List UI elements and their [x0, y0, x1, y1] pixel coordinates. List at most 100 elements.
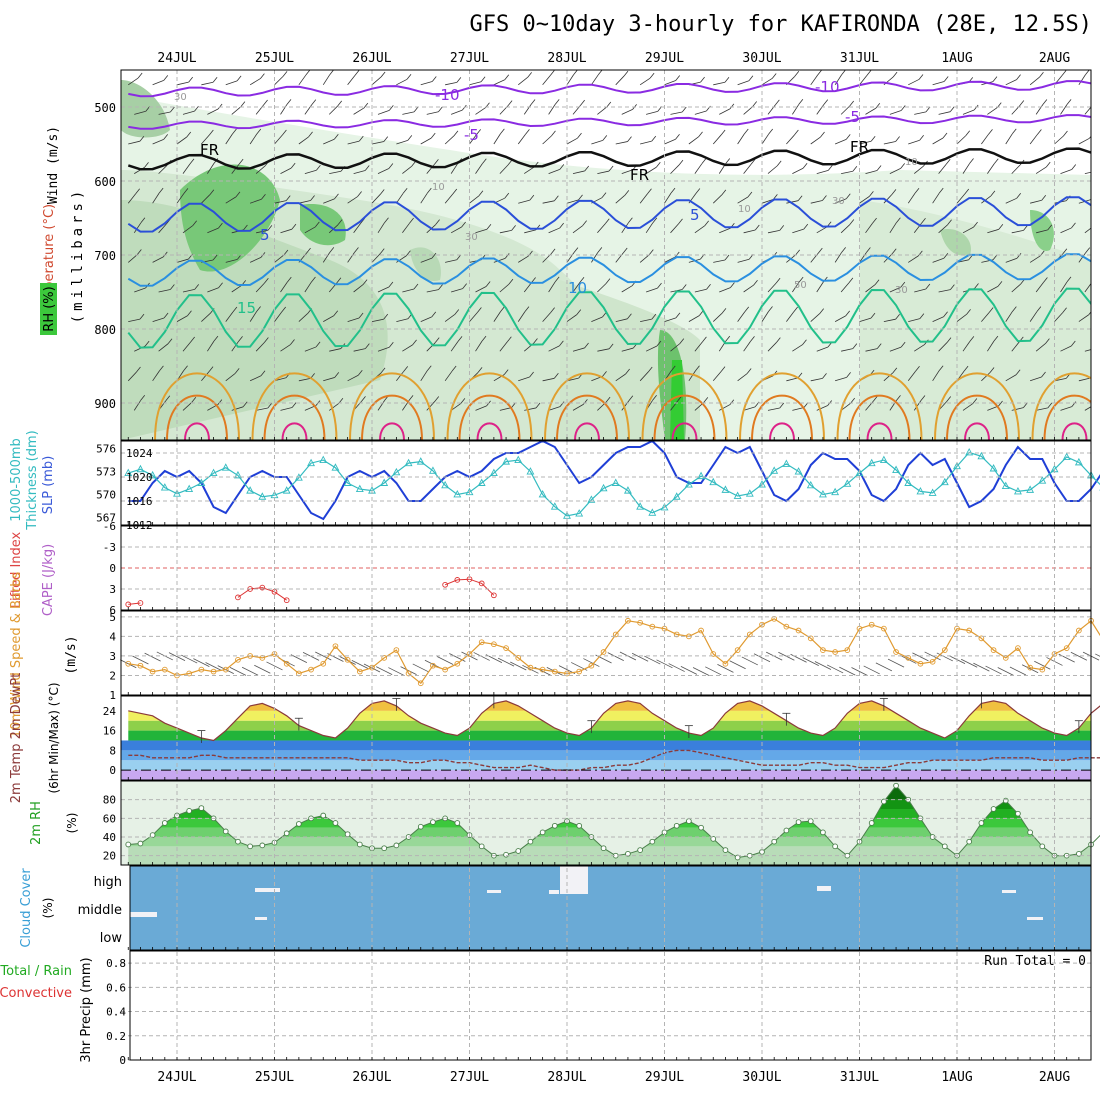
wind-barb	[737, 196, 749, 204]
wind-barb	[457, 336, 463, 342]
rh-contour-label: 10	[905, 157, 918, 168]
wind-barb	[333, 310, 339, 317]
wind-barb	[207, 340, 215, 352]
wind-barb	[511, 225, 516, 231]
wind-barb	[500, 306, 505, 312]
cloud-patch	[549, 890, 559, 894]
wind-barb	[235, 191, 241, 198]
wind-barb-10m	[839, 666, 856, 676]
precip-ylabel: 3hr Precip (mm)	[79, 957, 94, 1062]
date-label-bottom: 25JUL	[255, 1070, 294, 1085]
temp-band	[121, 770, 1091, 780]
wind-barb	[550, 248, 556, 255]
wind-barb	[310, 195, 315, 201]
wind-barb	[816, 346, 829, 352]
wind-barb	[232, 128, 237, 135]
wind-barb	[323, 198, 335, 204]
wind-barb	[591, 74, 599, 86]
date-label-top: 31JUL	[840, 51, 879, 66]
isotherm-loop	[751, 394, 813, 440]
wind-barb	[761, 133, 770, 145]
wind-barb	[892, 71, 898, 78]
wind-barb	[670, 223, 679, 234]
wind-speed-line-point	[588, 662, 595, 669]
wind-barb	[792, 167, 804, 174]
wind-barb-10m	[826, 664, 844, 674]
wind-barb	[267, 225, 273, 231]
rh-contour-label: 30	[832, 196, 845, 207]
isotherm-loop	[544, 372, 630, 440]
wind-barb	[192, 220, 197, 226]
wind-barb	[517, 311, 526, 322]
wind-barb	[304, 346, 317, 352]
wind-barb	[621, 347, 634, 352]
wind-barb	[475, 286, 487, 293]
wind-speed-line-point	[551, 668, 558, 675]
thickness-ylabel: 1000-500mb	[9, 438, 24, 522]
wind-barb	[232, 306, 238, 313]
panel-frame-slp	[120, 440, 1092, 526]
run-total: Run Total = 0	[984, 954, 1086, 969]
wind-barb	[987, 285, 999, 293]
wind-barb	[566, 314, 578, 322]
cloud-patch	[817, 886, 831, 891]
wind-barb	[966, 309, 971, 315]
thickness-line-point	[831, 487, 840, 496]
wind-barb	[848, 277, 854, 284]
rh-line-point	[137, 840, 144, 847]
wind-barb-10m	[400, 666, 417, 675]
wind-barb	[678, 159, 684, 166]
wind-barb	[209, 129, 214, 136]
wind-barb-10m	[193, 658, 210, 667]
wind-barb	[938, 224, 948, 234]
wind-barb	[353, 170, 366, 174]
wind-barb	[133, 222, 142, 234]
wind-barb	[1085, 70, 1090, 75]
wind-speed-line-point	[503, 645, 509, 651]
wind-barb-10m	[705, 666, 722, 676]
wind-barb	[1011, 229, 1024, 234]
thickness-line-point	[818, 489, 827, 498]
wind-barb	[283, 249, 289, 256]
thickness-line-point	[575, 509, 584, 517]
wind-barb	[1045, 161, 1051, 168]
wind-barb	[628, 395, 634, 401]
wind-speed-line-point	[832, 649, 838, 655]
thickness-tick-label: 573	[96, 466, 116, 479]
thickness-ylabel-units: Thickness (dm)	[25, 430, 40, 530]
wind-barb	[743, 128, 749, 135]
date-label-top: 2AUG	[1039, 51, 1070, 66]
wind-speed-line-point	[637, 619, 643, 626]
wind-barb	[721, 308, 727, 314]
rh-line-point	[868, 820, 875, 826]
wind-barb	[548, 227, 560, 234]
wind-barb	[913, 165, 924, 174]
wind-barb	[304, 104, 313, 115]
wind-barb-10m	[875, 662, 893, 672]
wind-speed-line-point	[332, 643, 339, 650]
wind-barb	[323, 315, 334, 322]
rh-line-point	[161, 820, 168, 826]
wind-barb	[285, 195, 291, 201]
wind-barb	[925, 106, 931, 113]
wind-barb	[840, 224, 851, 234]
wind-barb	[580, 99, 585, 106]
wind-barb	[430, 132, 436, 139]
wind-barb	[965, 130, 971, 136]
rh-line-point	[686, 818, 692, 824]
wind-barb-10m	[961, 658, 978, 668]
wind-barb	[298, 313, 308, 322]
wind-barb	[712, 371, 722, 382]
thickness-line-point	[794, 467, 803, 475]
wind-barb	[347, 140, 360, 145]
wind-barb	[1061, 70, 1067, 76]
wind-barb	[743, 106, 753, 115]
wind-barb-10m	[729, 660, 746, 670]
wind-barb	[767, 229, 780, 234]
thickness-line-point	[550, 502, 559, 510]
wind-speed-line-point	[734, 647, 741, 653]
thickness-line-point	[611, 478, 620, 486]
thickness-line-point	[806, 480, 815, 489]
wind-barb	[841, 348, 853, 352]
wind-barb	[225, 196, 237, 204]
